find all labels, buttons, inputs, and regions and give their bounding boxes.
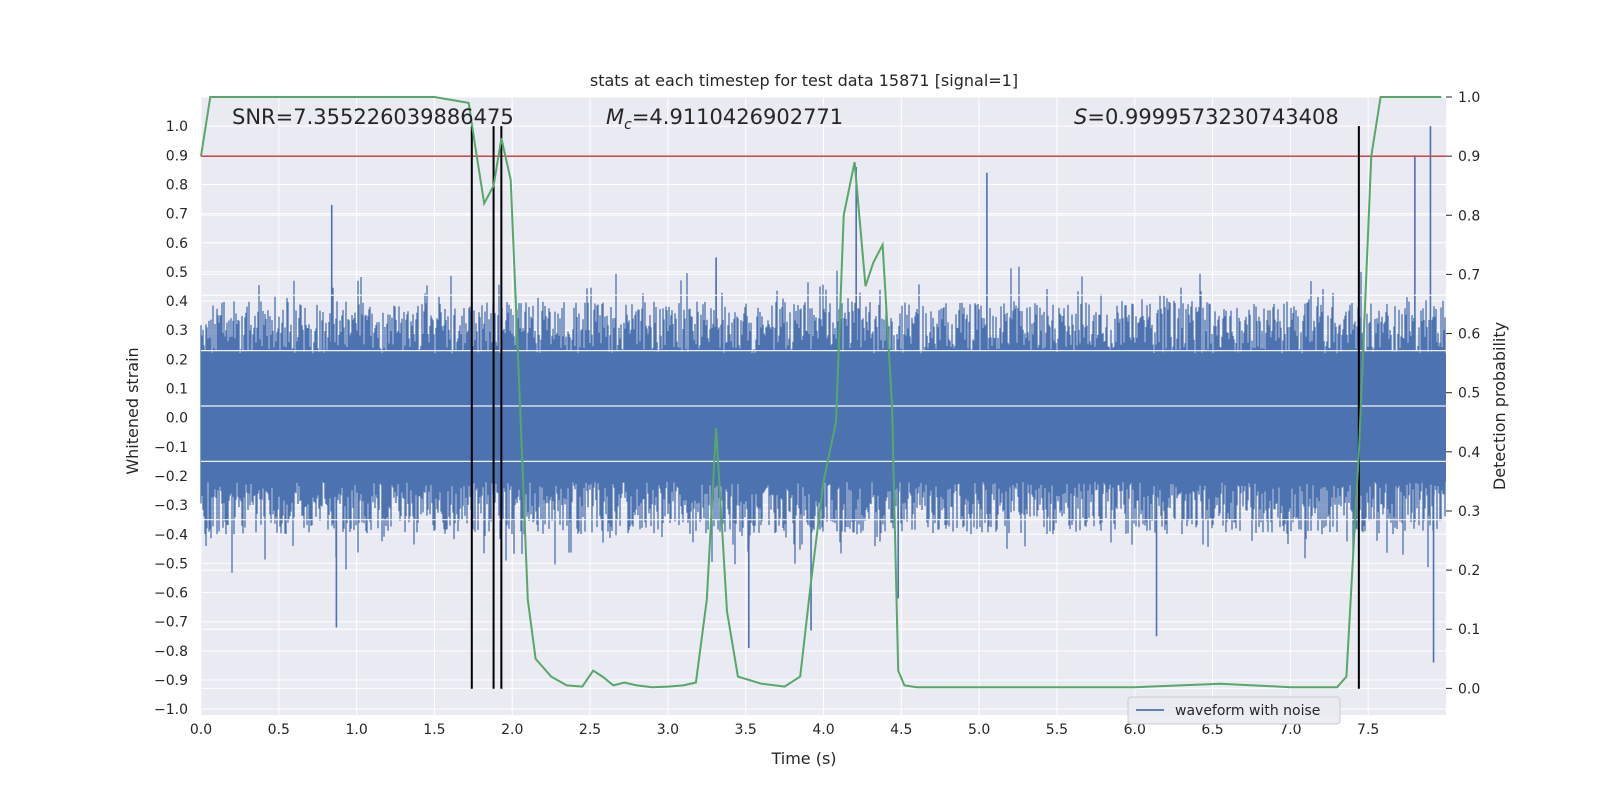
- y-left-tick-label: −0.7: [154, 615, 188, 631]
- y-left-tick-label: 1.0: [166, 119, 188, 135]
- y-left-tick-label: −0.5: [154, 556, 188, 572]
- chirp-mass-annotation: Mc=4.9110426902771: [606, 105, 843, 133]
- y-right-tick-label: 0.5: [1458, 386, 1480, 402]
- y-left-tick-label: −0.8: [154, 644, 188, 660]
- y-right-tick-label: 0.8: [1458, 208, 1480, 224]
- y-left-tick-label: 0.3: [166, 323, 188, 339]
- x-tick-label: 5.0: [968, 722, 990, 738]
- y-right-tick-label: 0.3: [1458, 504, 1480, 520]
- x-tick-label: 7.5: [1357, 722, 1379, 738]
- x-tick-label: 7.0: [1279, 722, 1301, 738]
- y-right-tick-label: 0.6: [1458, 327, 1480, 343]
- x-tick-label: 3.5: [735, 722, 757, 738]
- y-left-tick-label: −0.6: [154, 586, 188, 602]
- x-tick-label: 3.0: [657, 722, 679, 738]
- x-tick-label: 4.5: [890, 722, 912, 738]
- x-tick-label: 0.0: [190, 722, 212, 738]
- probability-series: [200, 96, 1442, 689]
- x-tick-label: 2.5: [579, 722, 601, 738]
- y-left-tick-label: −0.1: [154, 440, 188, 456]
- legend-box: [1127, 696, 1341, 725]
- score-annotation: S=0.9999573230743408: [1074, 105, 1339, 129]
- legend-label-waveform: waveform with noise: [1175, 703, 1320, 719]
- snr-annotation: SNR=7.355226039886475: [232, 105, 514, 129]
- chart-title: stats at each timestep for test data 158…: [590, 71, 1018, 90]
- x-axis-label: Time (s): [770, 749, 836, 768]
- y-left-tick-label: −0.9: [154, 673, 188, 689]
- y-left-tick-label: −0.4: [154, 527, 188, 543]
- legend: waveform with noise: [1127, 696, 1341, 725]
- y-right-tick-label: 0.7: [1458, 267, 1480, 283]
- y-left-tick-label: 0.6: [166, 236, 188, 252]
- y-right-tick-label: 0.2: [1458, 563, 1480, 579]
- y-left-tick-label: 0.7: [166, 207, 188, 223]
- y-right-tick-label: 0.0: [1458, 681, 1480, 697]
- x-tick-label: 6.5: [1201, 722, 1223, 738]
- x-tick-label: 1.0: [345, 722, 367, 738]
- y-left-tick-label: 0.5: [166, 265, 188, 281]
- y-right-tick-label: 0.1: [1458, 622, 1480, 638]
- y-left-tick-label: 0.4: [166, 294, 188, 310]
- y-left-tick-label: −0.2: [154, 469, 188, 485]
- x-tick-label: 0.5: [268, 722, 290, 738]
- x-tick-label: 2.0: [501, 722, 523, 738]
- x-tick-label: 4.0: [812, 722, 834, 738]
- y-left-tick-label: −1.0: [154, 702, 188, 718]
- waveform-core: [201, 353, 1446, 482]
- x-tick-label: 6.0: [1124, 722, 1146, 738]
- y-right-tick-label: 0.9: [1458, 149, 1480, 165]
- x-tick-label: 5.5: [1046, 722, 1068, 738]
- y-axis-label-right: Detection probability: [1490, 322, 1509, 490]
- y-right-tick-label: 1.0: [1458, 90, 1480, 106]
- ticks: 0.0 0.5 1.0 1.5 2.0 2.5 3.0 3.5 4.0 4.5 5.0 5.5 6.0 6…: [154, 90, 1480, 738]
- marker-layer: [470, 126, 1360, 689]
- y-left-tick-label: 0.2: [166, 352, 188, 368]
- waveform-series: [200, 126, 1446, 663]
- y-left-tick-label: 0.1: [166, 382, 188, 398]
- y-left-tick-label: 0.8: [166, 177, 188, 193]
- y-left-tick-label: −0.3: [154, 498, 188, 514]
- y-left-tick-label: 0.0: [166, 411, 188, 427]
- y-left-tick-label: 0.9: [166, 148, 188, 164]
- probability-line: [200, 96, 1442, 689]
- y-right-tick-label: 0.4: [1458, 445, 1480, 461]
- y-axis-label-left: Whitened strain: [123, 347, 142, 474]
- x-tick-label: 1.5: [423, 722, 445, 738]
